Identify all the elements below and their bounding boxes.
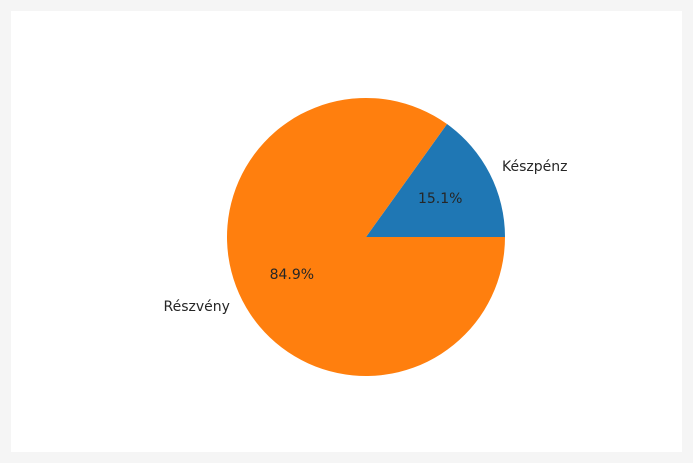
- pie-chart: 15.1% Készpénz 84.9% Részvény: [164, 98, 568, 376]
- pie-slices: [227, 98, 505, 376]
- pie-slice-keszpenz: [366, 124, 505, 237]
- pie-slice-reszveny: [227, 98, 505, 376]
- pie-category-label-reszveny: Részvény: [164, 299, 230, 315]
- pie-category-label-keszpenz: Készpénz: [502, 159, 567, 175]
- chart-panel: 15.1% Készpénz 84.9% Részvény: [11, 11, 682, 452]
- pie-pct-label-reszveny: 84.9%: [270, 267, 314, 283]
- pie-pct-label-keszpenz: 15.1%: [418, 191, 462, 207]
- pie-labels: 15.1% Készpénz 84.9% Részvény: [164, 159, 568, 315]
